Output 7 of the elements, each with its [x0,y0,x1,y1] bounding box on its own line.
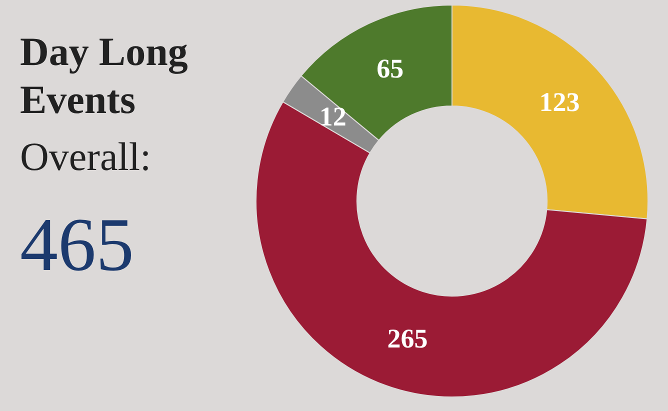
text: 465 [20,202,135,289]
data-label: 12 [319,101,346,132]
data-label: 123 [539,86,580,117]
text: Overall: [20,133,152,181]
data-label: 265 [387,324,428,354]
text: Day Long Events [20,28,189,124]
data-label: 65 [376,53,404,84]
